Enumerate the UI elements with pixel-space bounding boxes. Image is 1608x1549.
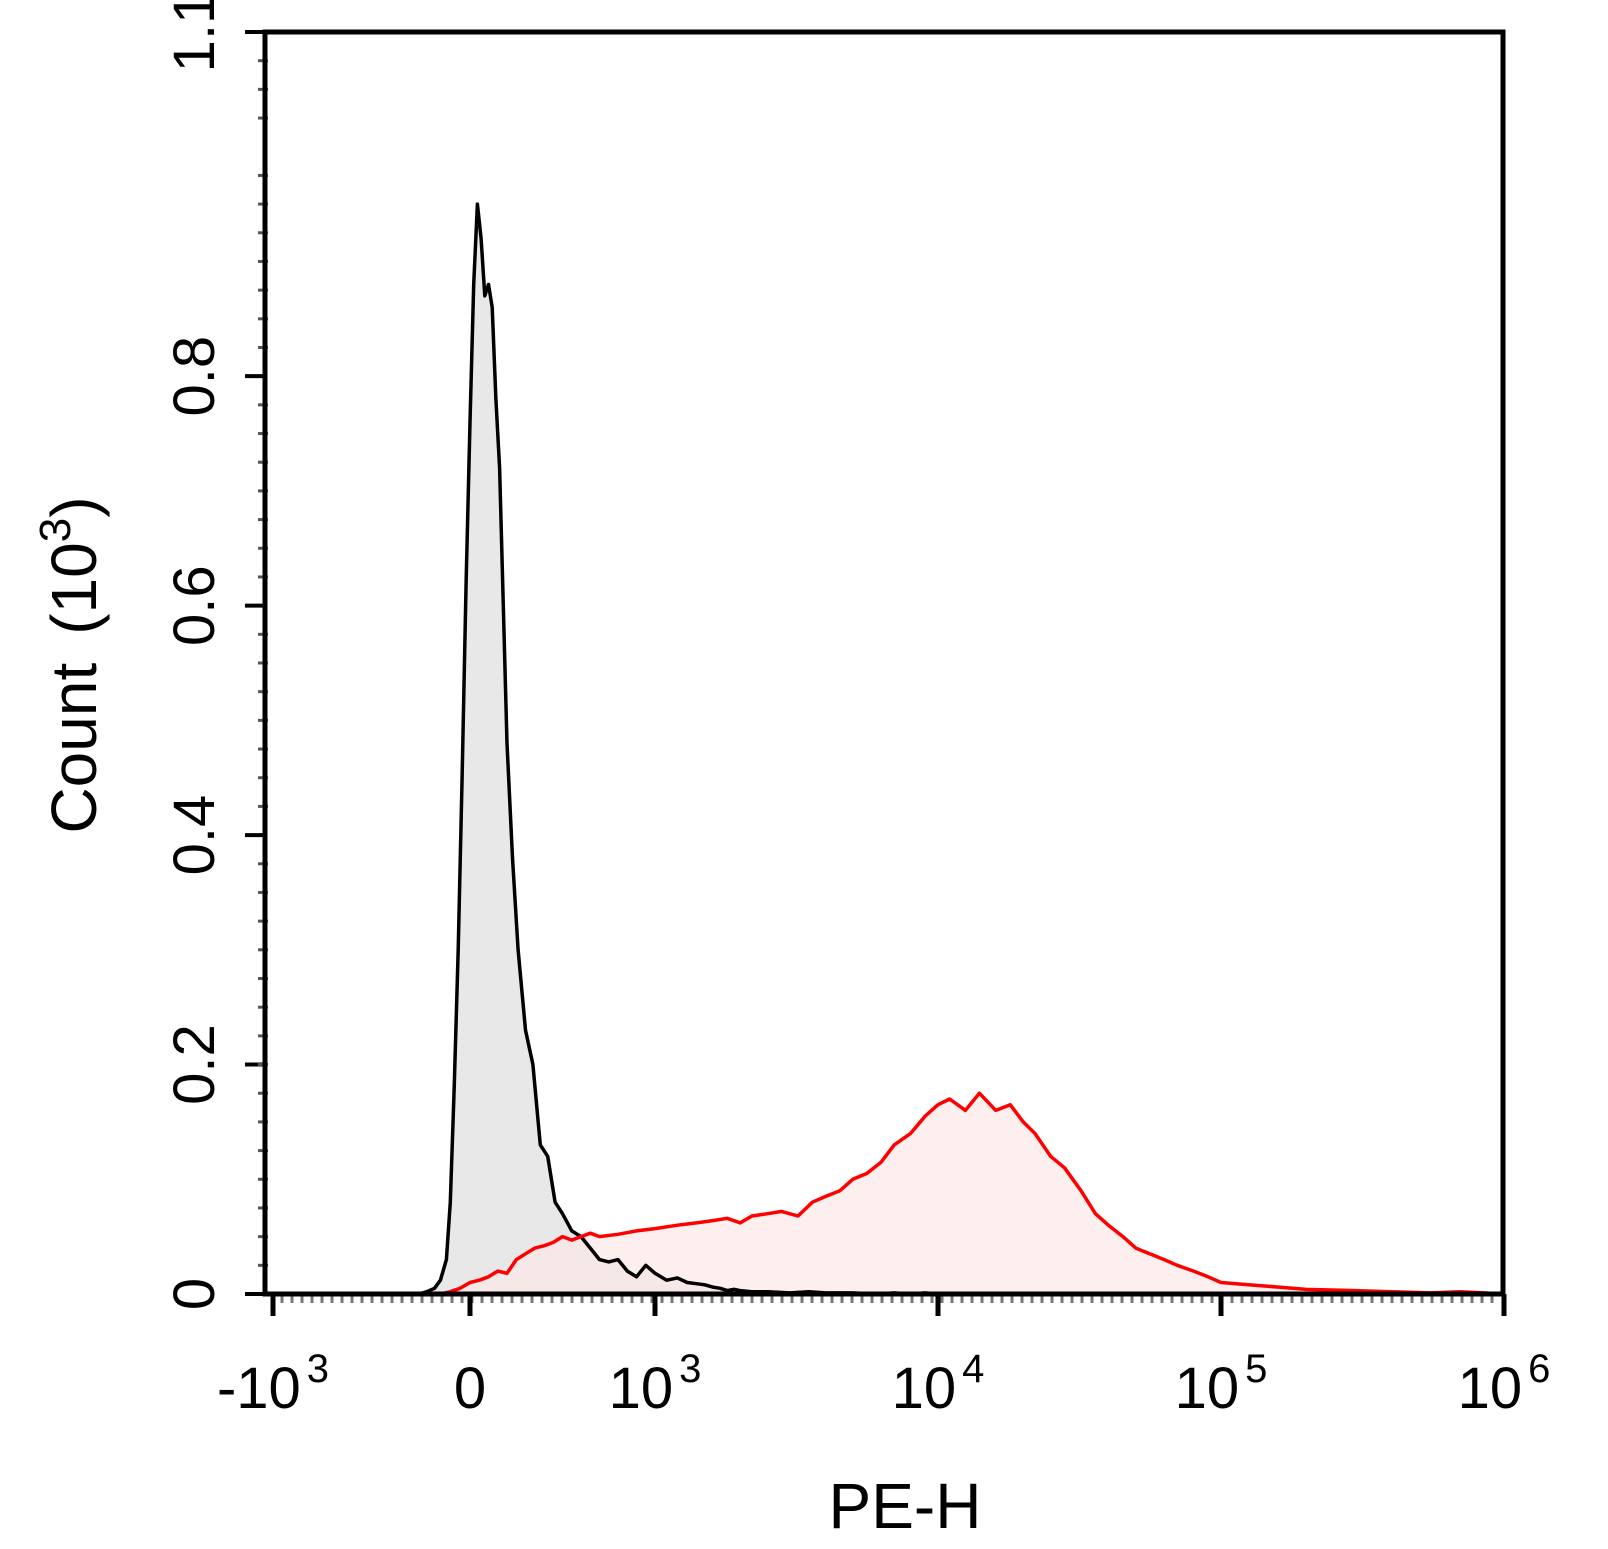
y-axis-ticks: 0 0.2 0.4 0.6 0.8 1.1 bbox=[162, 0, 268, 1310]
plot-frame bbox=[262, 29, 1506, 1297]
y-tick-label: 1.1 bbox=[162, 0, 227, 72]
y-tick-label: 0.8 bbox=[162, 336, 227, 417]
x-axis-ticks: -10 3 0 10 3 10 4 10 5 10 6 bbox=[217, 1294, 1550, 1421]
x-tick-label-base: -10 bbox=[217, 1356, 301, 1421]
series-line-stained bbox=[440, 1091, 1505, 1296]
x-axis-title: PE-H bbox=[829, 1470, 982, 1542]
x-tick-label-base: 10 bbox=[609, 1356, 674, 1421]
x-tick-label: 10 3 bbox=[609, 1347, 702, 1421]
x-tick-label: 0 bbox=[454, 1356, 486, 1421]
x-tick-label: 10 5 bbox=[1175, 1347, 1268, 1421]
x-tick-label-base: 10 bbox=[1175, 1356, 1240, 1421]
y-tick-label: 0 bbox=[162, 1278, 227, 1310]
x-tick-label-base: 10 bbox=[892, 1356, 957, 1421]
x-tick-label: 10 6 bbox=[1458, 1347, 1551, 1421]
x-tick-label: -10 3 bbox=[217, 1347, 329, 1421]
y-tick-label: 0.4 bbox=[162, 795, 227, 876]
x-tick-label-base: 10 bbox=[1458, 1356, 1523, 1421]
x-tick-label-exp: 6 bbox=[1528, 1347, 1550, 1391]
x-tick-label-base: 0 bbox=[454, 1356, 486, 1421]
series-fills bbox=[418, 204, 1504, 1295]
y-tick-label: 0.6 bbox=[162, 565, 227, 646]
x-tick-label-exp: 5 bbox=[1245, 1347, 1267, 1391]
y-tick-label: 0.2 bbox=[162, 1024, 227, 1105]
x-tick-label-exp: 3 bbox=[307, 1347, 329, 1391]
x-tick-label: 10 4 bbox=[892, 1347, 985, 1421]
y-axis-title-unit-exp: 3 bbox=[31, 518, 80, 542]
y-axis-title-unit-close: ) bbox=[38, 496, 110, 517]
x-tick-label-exp: 3 bbox=[679, 1347, 701, 1391]
series-fill-control bbox=[418, 204, 938, 1295]
y-axis-title-prefix: Count bbox=[38, 663, 110, 834]
y-axis-title-unit-base: (10 bbox=[38, 542, 110, 635]
series-fill-stained bbox=[440, 1093, 1504, 1294]
y-axis-title: Count (103) bbox=[31, 496, 110, 833]
x-tick-label-exp: 4 bbox=[962, 1347, 984, 1391]
